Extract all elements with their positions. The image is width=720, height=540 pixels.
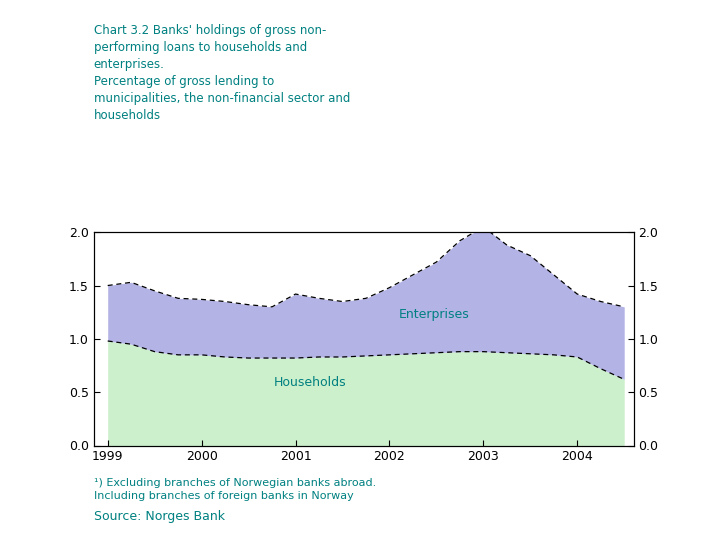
Text: ¹) Excluding branches of Norwegian banks abroad.
Including branches of foreign b: ¹) Excluding branches of Norwegian banks…: [94, 478, 376, 501]
Text: Enterprises: Enterprises: [398, 307, 469, 321]
Text: Households: Households: [274, 376, 346, 389]
Text: Chart 3.2 Banks' holdings of gross non-
performing loans to households and
enter: Chart 3.2 Banks' holdings of gross non- …: [94, 24, 350, 122]
Text: Source: Norges Bank: Source: Norges Bank: [94, 510, 225, 523]
